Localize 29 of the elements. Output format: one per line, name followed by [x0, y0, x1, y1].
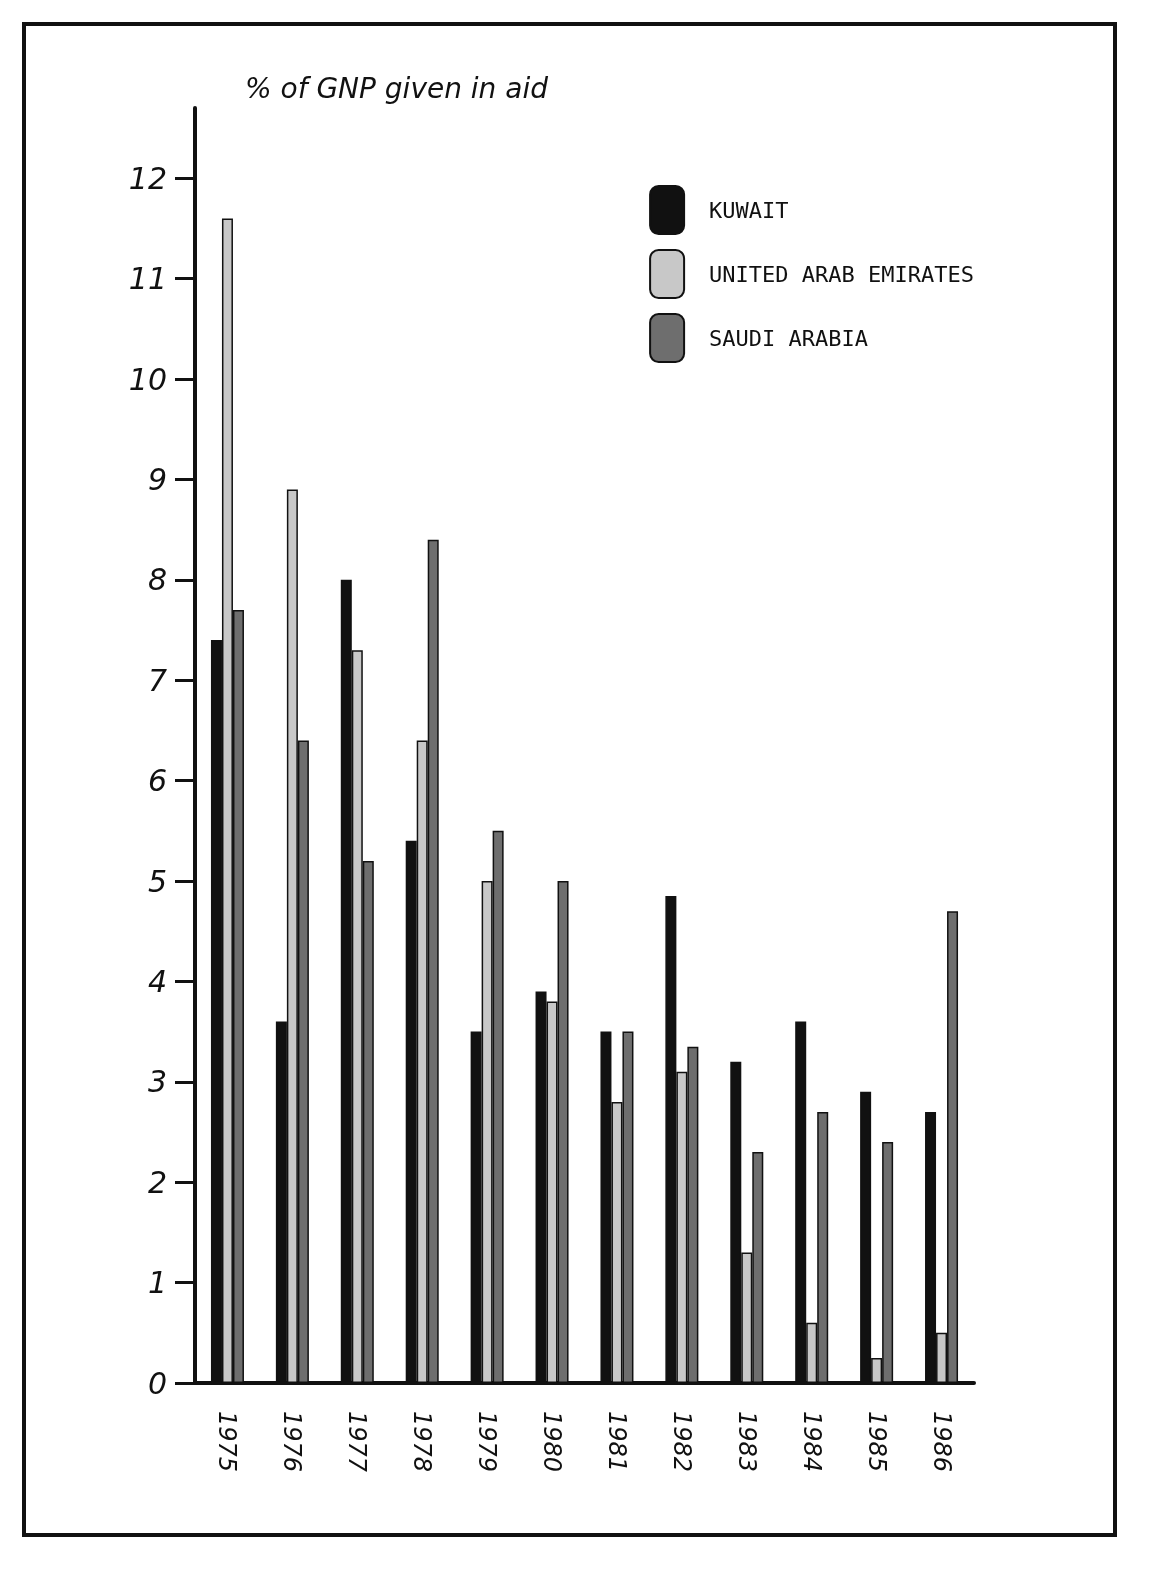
y-tick-label: 9 [147, 461, 167, 497]
x-tick-label: 1977 [343, 1411, 372, 1473]
y-tick-label: 12 [128, 160, 167, 196]
x-tick-label: 1983 [732, 1411, 761, 1473]
legend-label: UNITED ARAB EMIRATES [709, 261, 974, 287]
x-tick-label: 1985 [862, 1411, 891, 1473]
x-tick-label: 1978 [408, 1411, 437, 1473]
x-tick-label: 1984 [797, 1411, 826, 1473]
y-tick-label: 5 [147, 863, 167, 899]
y-tick-label: 2 [147, 1164, 167, 1200]
x-tick-label: 1976 [278, 1411, 307, 1473]
y-tick-label: 0 [147, 1365, 167, 1401]
y-tick-label: 11 [128, 261, 167, 297]
x-tick-label: 1981 [602, 1411, 631, 1473]
y-tick-label: 10 [128, 361, 167, 397]
y-tick-label: 4 [147, 963, 167, 999]
x-tick-label: 1982 [667, 1411, 696, 1473]
y-tick-label: 6 [147, 763, 167, 799]
y-tick-label: 8 [147, 562, 167, 598]
x-tick-label: 1986 [927, 1411, 956, 1473]
legend-label: KUWAIT [709, 197, 789, 223]
x-tick-label: 1980 [538, 1411, 567, 1473]
x-tick-label: 1979 [473, 1411, 502, 1473]
y-tick-label: 1 [147, 1265, 167, 1301]
y-axis-title: % of GNP given in aid [245, 71, 549, 105]
legend-label: SAUDI ARABIA [709, 325, 869, 351]
y-tick-label: 7 [147, 662, 167, 698]
y-tick-label: 3 [147, 1064, 167, 1100]
x-tick-label: 1975 [213, 1411, 242, 1473]
